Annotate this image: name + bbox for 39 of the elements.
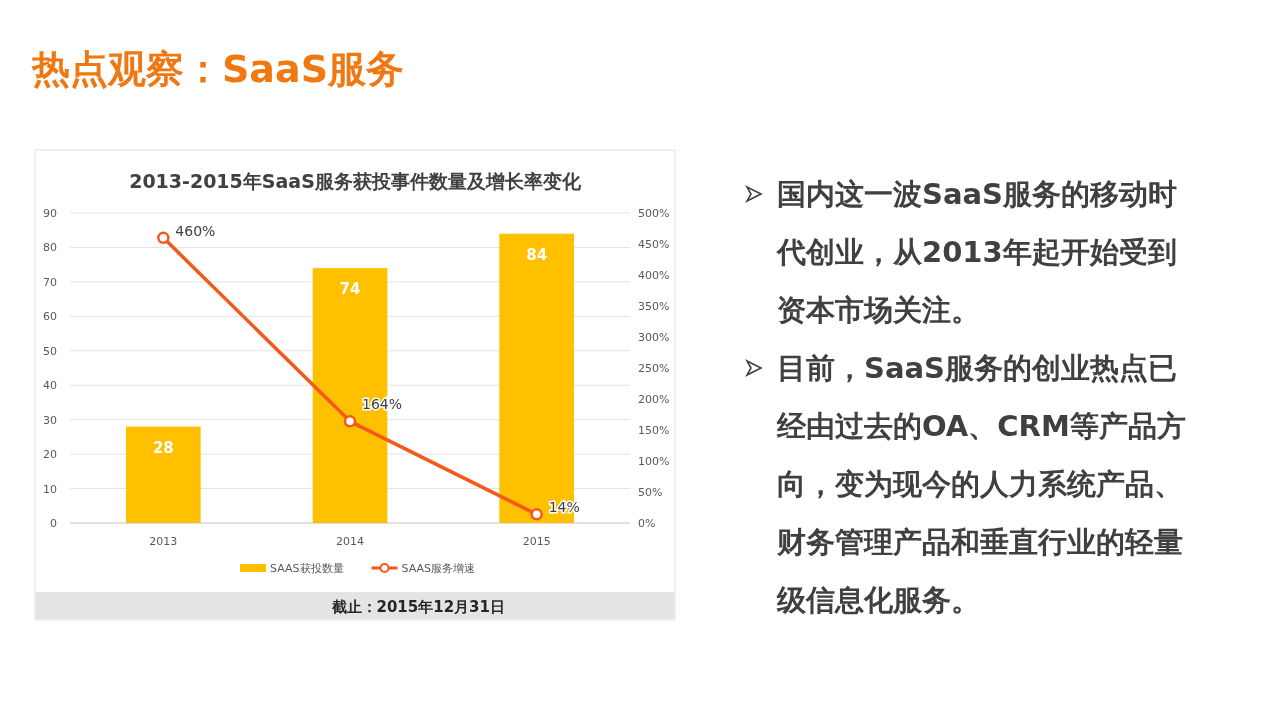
point	[343, 415, 357, 428]
point	[157, 231, 170, 245]
y2-tick-label: 100%	[638, 455, 670, 468]
bar	[126, 426, 201, 523]
data-label: 74	[339, 280, 361, 299]
y2-tick-label: 300%	[638, 331, 670, 344]
y2-tick-label: 450%	[638, 238, 670, 251]
text: 截止：2015年12月31日	[330, 598, 505, 616]
y2-tick-label: 0%	[638, 517, 656, 530]
y-tick-label: 60	[43, 310, 57, 324]
y-tick-label: 90	[43, 207, 57, 220]
text: 目前，SaaS服务的创业热点已经由过去的OA、CRM等产品方向，变为现今的人力系统产品、财务管理产品和垂直行业的轻量级信息化服务。	[777, 350, 1187, 619]
y-tick-label: 20	[43, 448, 57, 462]
chart-title: 热点观察：SaaS服务	[31, 47, 405, 91]
chart-subtitle: 2013-2015年SaaS服务获投事件数量及增长率变化	[129, 170, 582, 192]
y2-tick-label: 50%	[638, 486, 663, 499]
y-tick-label: 40	[43, 379, 57, 393]
legend-label: SAAS服务增速	[401, 562, 476, 575]
x-tick-label: 2013	[149, 535, 178, 548]
x-tick-label: 2015	[522, 535, 551, 548]
y2-tick-label: 350%	[638, 300, 670, 313]
data-label: 460%	[175, 222, 216, 239]
y-tick-label: 80	[43, 241, 57, 255]
text: 国内这一波SaaS服务的移动时代创业，从2013年起开始受到资本市场关注。	[777, 176, 1178, 329]
y-tick-label: 10	[43, 482, 57, 496]
x-tick-label: 2014	[336, 535, 364, 548]
y2-tick-label: 150%	[638, 424, 670, 437]
y2-tick-label: 200%	[638, 393, 670, 406]
data-label: 28	[152, 438, 174, 457]
y-tick-label: 30	[43, 413, 57, 427]
legend-label: SAAS获投数量	[270, 562, 344, 575]
y2-tick-label: 500%	[638, 207, 670, 220]
y-tick-label: 0	[50, 517, 57, 530]
y2-tick-label: 400%	[638, 269, 670, 282]
y2-tick-label: 250%	[638, 362, 670, 375]
point	[530, 508, 543, 521]
y-tick-label: 50	[43, 344, 57, 358]
y-tick-label: 70	[43, 275, 57, 289]
data-label: 84	[526, 245, 548, 264]
